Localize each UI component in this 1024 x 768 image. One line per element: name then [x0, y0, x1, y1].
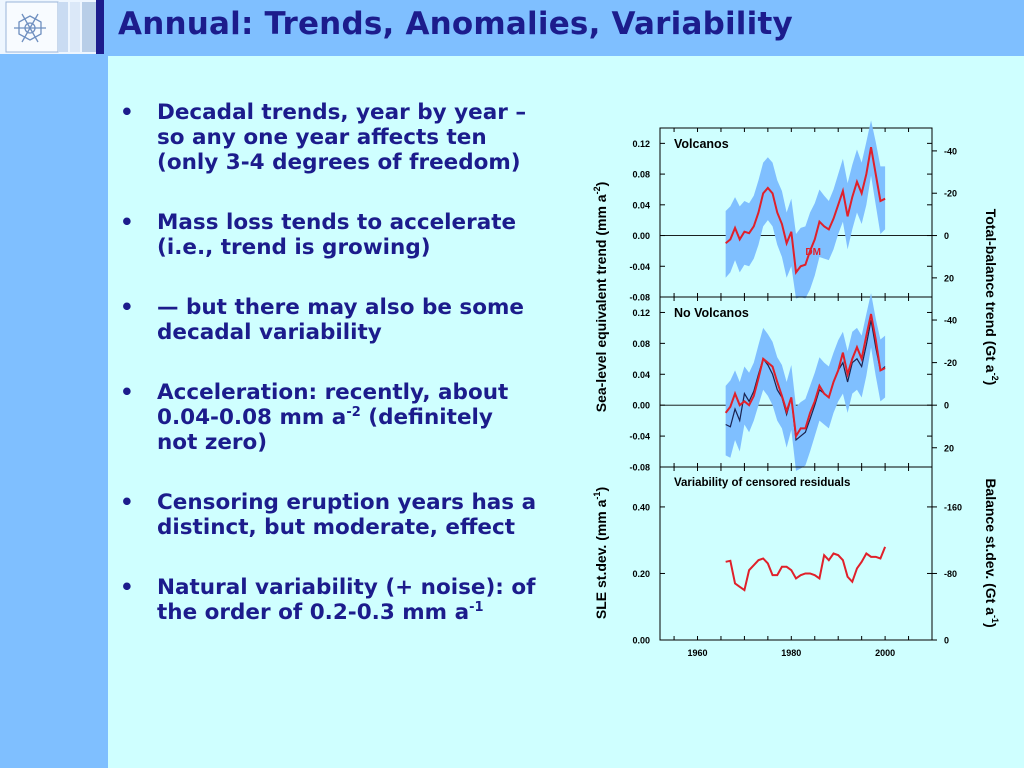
y-tick-label: 0.00: [632, 636, 650, 646]
y-axis-title-right-bottom-end: ): [983, 623, 999, 628]
y-axis-title-right-top: Total-balance trend (Gt a-2): [983, 209, 1000, 386]
y-axis-title-left-top-text: Sea-level equivalent trend (mm a: [593, 194, 609, 412]
series-line-red: [725, 147, 886, 275]
y-tick-label: 0.08: [632, 170, 650, 180]
y-tick-right-label: 0: [944, 231, 949, 241]
y-tick-right-label: -160: [944, 502, 962, 512]
y-tick-label: 0.04: [632, 370, 650, 380]
confidence-band: [725, 293, 886, 471]
y-tick-label: -0.04: [629, 432, 650, 442]
bullet-item: • Acceleration: recently, about 0.04-0.08…: [120, 380, 540, 455]
panel-title: No Volcanos: [674, 306, 749, 320]
y-axis-title-right-bottom-text: Balance st.dev. (Gt a: [983, 478, 999, 615]
page-title: Annual: Trends, Anomalies, Variability: [118, 6, 793, 42]
y-tick-label: 0.12: [632, 139, 650, 149]
x-tick-label: 1960: [688, 648, 708, 658]
y-axis-title-left-bottom-sup: -1: [592, 492, 602, 500]
annotation-dm: DM: [805, 247, 821, 258]
y-tick-right-label: 20: [944, 443, 954, 453]
y-axis-title-right-bottom: Balance st.dev. (Gt a-1): [983, 478, 1000, 627]
y-axis-title-right-bottom-sup: -1: [990, 615, 1000, 623]
y-tick-right-label: -20: [944, 358, 957, 368]
y-axis-title-right-top-text: Total-balance trend (Gt a: [983, 209, 999, 373]
bullet-dot: •: [120, 490, 134, 515]
y-tick-right-label: -40: [944, 146, 957, 156]
y-tick-label: 0.00: [632, 401, 650, 411]
y-axis-title-right-top-end: ): [983, 381, 999, 386]
y-tick-right-label: 0: [944, 636, 949, 646]
panel-title: Volcanos: [674, 137, 729, 151]
y-tick-label: -0.04: [629, 262, 650, 272]
y-axis-title-right-top-sup: -2: [990, 373, 1000, 381]
chart-panels: 0.12 0.08 0.04 0.00 -0.04 -0.08 -40 -20 0 20 Volca…: [629, 120, 962, 658]
bullet-item: • Decadal trends, year by year – so any o…: [120, 100, 540, 175]
confidence-band: [725, 120, 886, 299]
y-tick-label: -0.08: [629, 463, 650, 473]
bullet-text: Natural variability (+ noise): of the or…: [157, 575, 536, 625]
bullet-dot: •: [120, 380, 134, 405]
bullet-list: • Decadal trends, year by year – so any o…: [120, 100, 540, 660]
y-tick-label: 0.40: [632, 502, 650, 512]
y-tick-label: 0.12: [632, 308, 650, 318]
y-tick-right-label: -20: [944, 189, 957, 199]
bullet-dot: •: [120, 575, 134, 600]
y-tick-label: 0.04: [632, 200, 650, 210]
sidebar: [0, 0, 108, 768]
y-tick-right-label: 0: [944, 401, 949, 411]
logo: [0, 0, 104, 54]
bullet-text: Censoring eruption years has a distinct,…: [157, 490, 537, 540]
bullet-item: • Mass loss tends to accelerate (i.e., tr…: [120, 210, 540, 260]
y-tick-label: 0.20: [632, 569, 650, 579]
bullet-text: — but there may also be some decadal var…: [157, 295, 524, 345]
y-axis-title-left-top-sup: -2: [592, 186, 602, 194]
bullet-item: • Censoring eruption years has a distinct…: [120, 490, 540, 540]
bullet-dot: •: [120, 210, 134, 235]
y-axis-title-left-top: Sea-level equivalent trend (mm a-2): [592, 182, 609, 413]
bullet-superscript: -1: [469, 599, 484, 615]
y-tick-right-label: 20: [944, 273, 954, 283]
bullet-item: • Natural variability (+ noise): of the o…: [120, 575, 540, 625]
bullet-dot: •: [120, 295, 134, 320]
series-line-red: [725, 546, 887, 592]
y-axis-title-left-bottom-end: ): [593, 487, 609, 492]
y-axis-title-left-bottom: SLE st.dev. (mm a-1): [592, 487, 609, 619]
y-tick-label: 0.08: [632, 339, 650, 349]
bullet-text: Acceleration: recently, about 0.04-0.08 …: [157, 380, 509, 430]
series-line-dark: [725, 320, 886, 442]
bullet-text-after: (definitely not zero): [157, 405, 493, 455]
bullet-dot: •: [120, 100, 134, 125]
bullet-superscript: -2: [346, 404, 361, 420]
y-tick-label: -0.08: [629, 293, 650, 303]
y-tick-right-label: -80: [944, 569, 957, 579]
snowflake-logo-icon: [0, 0, 104, 54]
y-axis-title-left-top-end: ): [593, 182, 609, 187]
panel-title: Variability of censored residuals: [674, 477, 850, 489]
chart-labels: Sea-level equivalent trend (mm a-2)Total…: [592, 182, 1000, 628]
bullet-text: Decadal trends, year by year – so any on…: [157, 100, 527, 175]
bullet-item: • — but there may also be some decadal va…: [120, 295, 540, 345]
y-axis-title-left-bottom-text: SLE st.dev. (mm a: [593, 499, 609, 619]
y-tick-label: 0.00: [632, 231, 650, 241]
x-tick-label: 2000: [875, 648, 895, 658]
panel-frame: [659, 466, 933, 641]
title-bar: [0, 0, 1024, 56]
chart: 0.120.080.040.00-0.04-0.08-40-20020Volca…: [592, 120, 1000, 658]
y-tick-right-label: -40: [944, 316, 957, 326]
series-line-red: [724, 313, 886, 440]
x-tick-label: 1980: [781, 648, 801, 658]
bullet-text: Mass loss tends to accelerate (i.e., tre…: [157, 210, 517, 260]
